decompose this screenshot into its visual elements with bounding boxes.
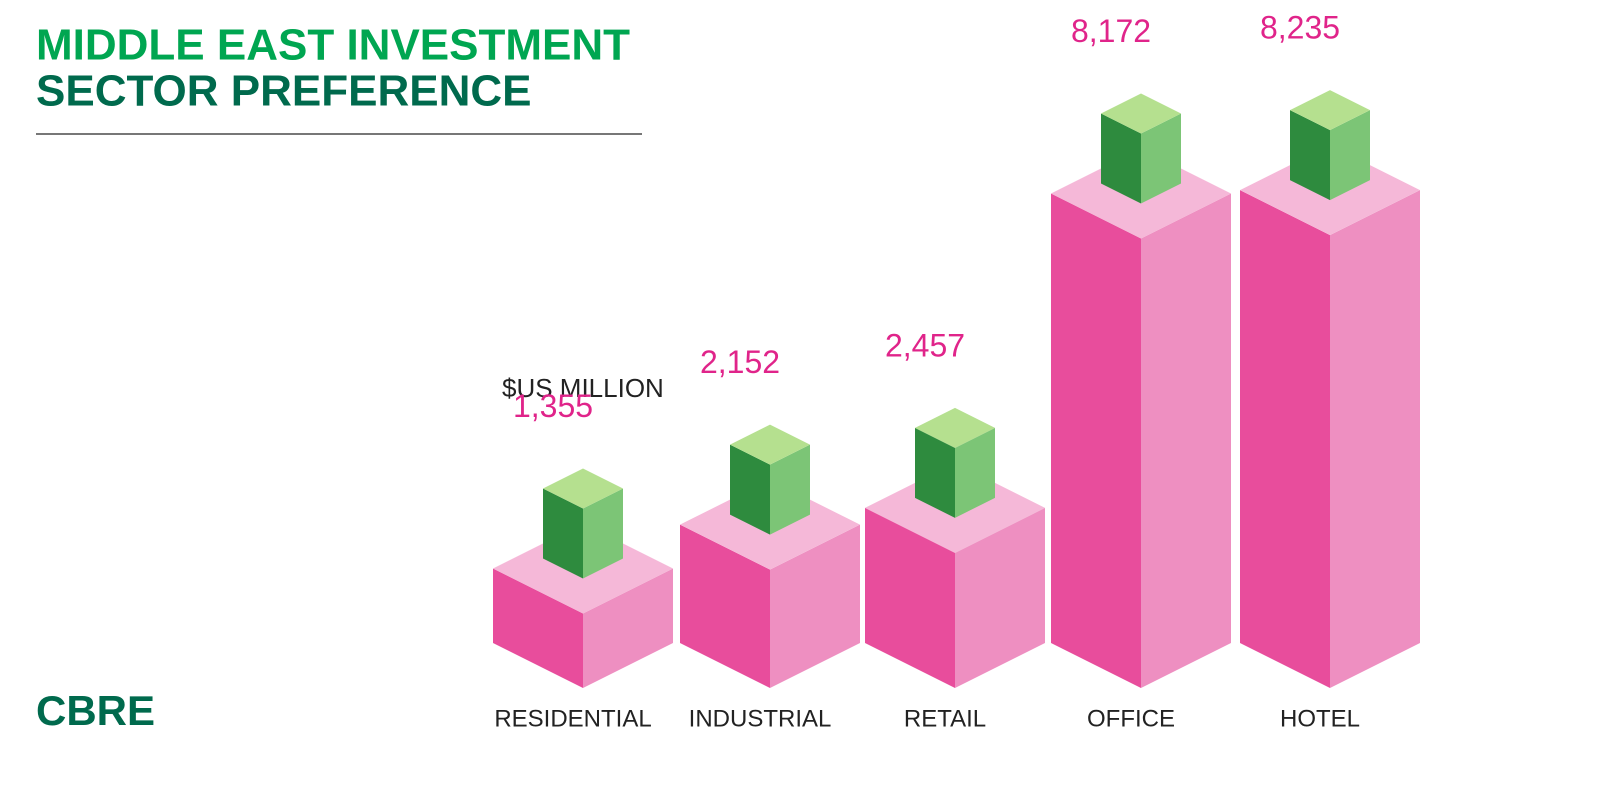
x-tick-label: OFFICE xyxy=(1087,705,1175,732)
bar xyxy=(493,468,673,688)
unit-label: $US MILLION xyxy=(502,373,664,403)
value-label: 2,457 xyxy=(885,327,965,363)
bar-right-face xyxy=(955,507,1045,688)
building-icon xyxy=(1290,110,1330,201)
logo: CBRE xyxy=(36,687,155,734)
building-icon xyxy=(1141,113,1181,204)
bar-right-face xyxy=(583,568,673,688)
bar-right-face xyxy=(1330,190,1420,688)
building-icon xyxy=(955,427,995,518)
bar xyxy=(1051,93,1231,689)
building-icon xyxy=(543,468,623,509)
bar-left-face xyxy=(865,507,955,688)
building-icon xyxy=(1290,90,1370,131)
bar xyxy=(1240,90,1420,688)
x-tick-label: HOTEL xyxy=(1280,705,1360,732)
x-tick-label: RESIDENTIAL xyxy=(494,705,651,732)
bar-left-face xyxy=(1240,190,1330,688)
x-tick-label: RETAIL xyxy=(904,705,986,732)
building-icon xyxy=(770,444,810,535)
building-icon xyxy=(730,424,810,465)
chart-title: SECTOR PREFERENCE xyxy=(36,67,532,116)
bar xyxy=(680,424,860,688)
building-icon xyxy=(583,488,623,579)
building-icon xyxy=(1101,93,1181,134)
building-icon xyxy=(730,444,770,535)
bar-left-face xyxy=(680,524,770,688)
bar-left-face xyxy=(493,568,583,688)
bar-right-face xyxy=(1141,193,1231,689)
bar-left-face xyxy=(1051,193,1141,689)
value-label: 8,235 xyxy=(1260,10,1340,46)
building-icon xyxy=(543,488,583,579)
building-icon xyxy=(915,407,995,448)
bar-right-face xyxy=(770,524,860,688)
value-label: 2,152 xyxy=(700,344,780,380)
value-label: 1,355 xyxy=(513,388,593,424)
building-icon xyxy=(915,427,955,518)
value-label: 8,172 xyxy=(1071,13,1151,49)
bar xyxy=(865,407,1045,688)
building-icon xyxy=(1330,110,1370,201)
x-tick-label: INDUSTRIAL xyxy=(689,705,832,732)
building-icon xyxy=(1101,113,1141,204)
chart-title: MIDDLE EAST INVESTMENT xyxy=(36,21,630,70)
